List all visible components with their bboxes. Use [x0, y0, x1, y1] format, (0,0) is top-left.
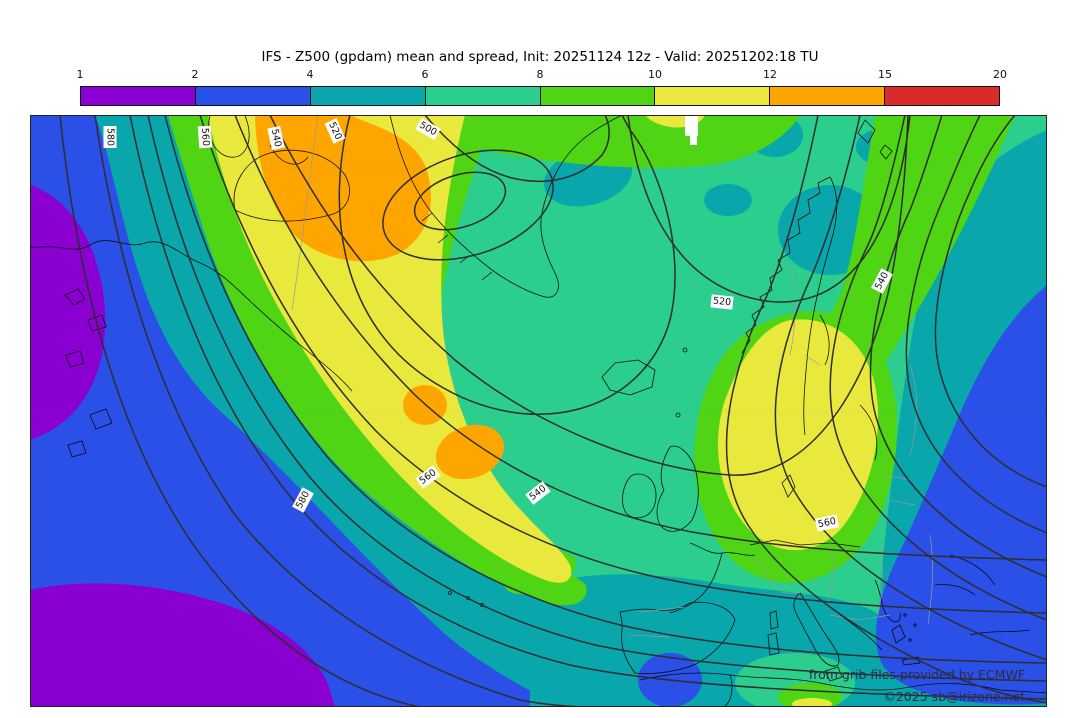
svg-text:580: 580 — [105, 128, 116, 146]
svg-text:560: 560 — [199, 128, 211, 147]
missing-data-notch-tail — [690, 136, 697, 145]
attribution-copyright: ©2025 sb@irizone.net — [883, 689, 1025, 704]
colorbar-segment-15-20 — [884, 86, 1000, 106]
colorbar-tick-10: 10 — [648, 68, 662, 81]
country-borders-layer — [291, 115, 933, 638]
contour-label-560: 560 — [197, 125, 213, 149]
colorbar-tick-labels: 1 2 4 6 8 10 12 15 20 — [76, 68, 1008, 82]
contour-label-540: 540 — [267, 125, 285, 151]
colorbar-segment-2-4 — [194, 86, 311, 106]
mean-contours-layer — [59, 115, 1047, 707]
contour-label-520: 520 — [324, 118, 346, 144]
colorbar-tick-12: 12 — [763, 68, 777, 81]
colorbar-tick-2: 2 — [191, 68, 199, 81]
colorbar-tick-15: 15 — [878, 68, 892, 81]
graticule-layer — [30, 167, 1047, 413]
svg-text:540: 540 — [269, 128, 284, 148]
colorbar-segment-4-6 — [309, 86, 426, 106]
contour-label-520: 520 — [710, 294, 734, 310]
colorbar-segment-12-15 — [769, 86, 886, 106]
colorbar-segment-10-12 — [654, 86, 771, 106]
colorbar-segment-1-2 — [80, 86, 196, 106]
spread-fill-layer — [30, 115, 1047, 707]
colorbar-tick-6: 6 — [421, 68, 429, 81]
colorbar-tick-8: 8 — [536, 68, 544, 81]
colorbar-segments — [80, 86, 1000, 106]
missing-data-notch — [685, 115, 698, 136]
colorbar-tick-4: 4 — [306, 68, 314, 81]
colorbar-tick-20: 20 — [993, 68, 1007, 81]
weather-map: 580 560 540 520 500 580 560 540 520 540 560 from g… — [30, 115, 1047, 707]
colorbar-segment-8-10 — [539, 86, 656, 106]
svg-text:560: 560 — [817, 516, 837, 531]
colorbar-tick-1: 1 — [76, 68, 84, 81]
contour-label-560: 560 — [814, 514, 840, 532]
contour-label-580: 580 — [103, 126, 117, 148]
page-title: IFS - Z500 (gpdam) mean and spread, Init… — [261, 49, 819, 65]
colorbar-segment-6-8 — [424, 86, 541, 106]
svg-text:520: 520 — [712, 296, 731, 309]
attribution-source: from grib files provided by ECMWF — [809, 667, 1025, 682]
map-frame — [30, 115, 1047, 707]
